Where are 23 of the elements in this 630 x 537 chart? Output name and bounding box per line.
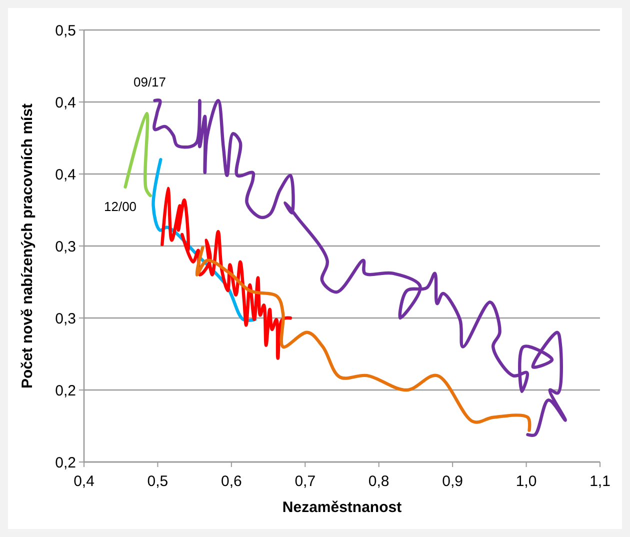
y-tick-label: 0,4: [55, 94, 76, 112]
y-tick-label: 0,4: [55, 166, 76, 184]
annotation: 12/00: [104, 198, 137, 214]
line-series: [160, 186, 292, 360]
y-axis-title: Počet nově nabízených pracovních míst: [19, 103, 36, 389]
line-series: [124, 112, 152, 198]
line-series: [152, 98, 567, 436]
y-tick-label: 0,3: [55, 238, 76, 256]
x-tick-label: 0,8: [368, 473, 390, 490]
y-tick-label: 0,3: [55, 310, 76, 328]
x-tick-label: 1,0: [516, 473, 537, 490]
line-series: [195, 246, 532, 432]
x-tick-label: 0,5: [147, 473, 168, 490]
x-tick-label: 0,6: [221, 473, 242, 490]
x-tick-label: 0,7: [294, 473, 316, 490]
y-tick-label: 0,2: [55, 382, 76, 400]
x-axis-title: Nezaměstnanost: [282, 499, 402, 516]
annotation: 09/17: [133, 74, 166, 90]
y-tick-label: 0,5: [55, 22, 76, 40]
y-tick-label: 0,2: [55, 454, 76, 472]
x-tick-label: 1,1: [590, 473, 610, 490]
x-tick-label: 0,9: [442, 473, 463, 490]
x-tick-label: 0,4: [74, 473, 94, 490]
